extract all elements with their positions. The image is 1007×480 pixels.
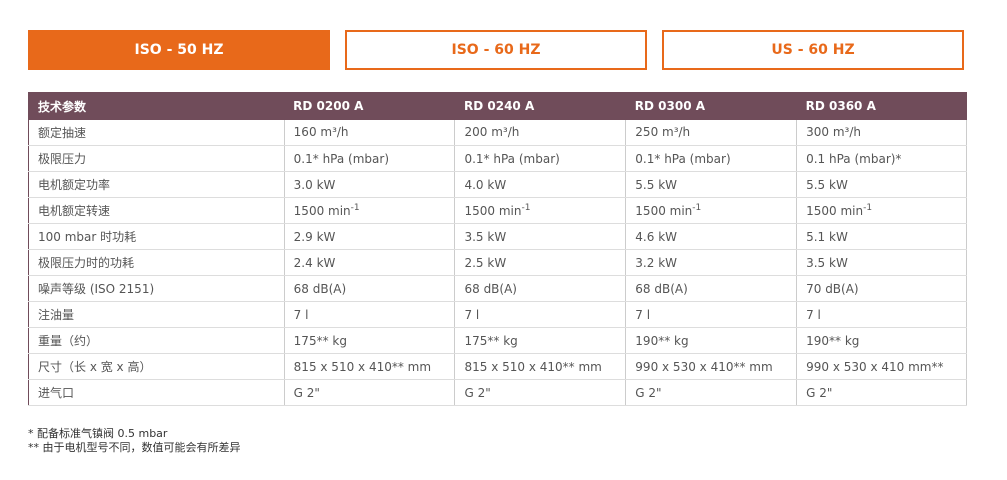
cell: 5.5 kW (625, 171, 798, 198)
table-row: 电机额定转速 1500 min-1 1500 min-1 1500 min-1 1500… (28, 197, 967, 224)
header-cell: RD 0200 A (284, 92, 455, 120)
table-row: 尺寸（长 x 宽 x 高） 815 x 510 x 410** mm 815 x 5… (28, 353, 967, 380)
cell-text: 1500 min (464, 204, 522, 218)
cell: 1500 min-1 (625, 197, 798, 224)
param-name: 进气口 (28, 379, 285, 406)
cell: 175** kg (284, 327, 456, 354)
cell: 0.1* hPa (mbar) (454, 145, 627, 172)
tab-bar: ISO - 50 HZ ISO - 60 HZ US - 60 HZ (28, 30, 967, 72)
cell: 7 l (796, 301, 967, 328)
footnote: ** 由于电机型号不同，数值可能会有所差异 (28, 441, 241, 454)
table-row: 极限压力 0.1* hPa (mbar) 0.1* hPa (mbar) 0.1* h… (28, 145, 967, 172)
cell: 2.5 kW (454, 249, 627, 276)
table-body: 额定抽速 160 m³/h 200 m³/h 250 m³/h 300 m³/h 极限压力… (28, 119, 967, 406)
cell: 7 l (454, 301, 627, 328)
cell: 3.5 kW (454, 223, 627, 250)
cell: 815 x 510 x 410** mm (454, 353, 627, 380)
table-row: 进气口 G 2" G 2" G 2" G 2" (28, 379, 967, 406)
cell: 0.1* hPa (mbar) (625, 145, 798, 172)
table-row: 额定抽速 160 m³/h 200 m³/h 250 m³/h 300 m³/h (28, 119, 967, 146)
cell: 5.5 kW (796, 171, 967, 198)
param-name: 100 mbar 时功耗 (28, 223, 285, 250)
cell: 1500 min-1 (454, 197, 627, 224)
cell: 2.4 kW (284, 249, 456, 276)
tab[interactable]: ISO - 50 HZ (28, 30, 330, 70)
table-row: 噪声等级 (ISO 2151) 68 dB(A) 68 dB(A) 68 dB(A) 7… (28, 275, 967, 302)
table-row: 极限压力时的功耗 2.4 kW 2.5 kW 3.2 kW 3.5 kW (28, 249, 967, 276)
cell: 160 m³/h (284, 119, 456, 146)
cell: G 2" (625, 379, 798, 406)
cell: G 2" (454, 379, 627, 406)
cell: 2.9 kW (284, 223, 456, 250)
table-row: 重量（约） 175** kg 175** kg 190** kg 190** kg (28, 327, 967, 354)
cell: 4.0 kW (454, 171, 627, 198)
cell: 300 m³/h (796, 119, 967, 146)
cell: 68 dB(A) (625, 275, 798, 302)
superscript: -1 (863, 203, 873, 213)
header-row: 技术参数 RD 0200 A RD 0240 A RD 0300 A RD 0360 A (28, 92, 967, 120)
cell-text: 1500 min (635, 204, 693, 218)
cell: G 2" (284, 379, 456, 406)
header-cell: RD 0360 A (796, 92, 967, 120)
footnote: * 配备标准气镇阀 0.5 mbar (28, 427, 168, 440)
cell: 190** kg (796, 327, 967, 354)
param-name: 额定抽速 (28, 119, 285, 146)
cell-text: 1500 min (806, 204, 864, 218)
tab[interactable]: ISO - 60 HZ (345, 30, 647, 70)
superscript: -1 (692, 203, 702, 213)
header-cell: RD 0240 A (454, 92, 626, 120)
header-cell: 技术参数 (28, 92, 285, 120)
cell: 250 m³/h (625, 119, 798, 146)
cell: 68 dB(A) (284, 275, 456, 302)
param-name: 尺寸（长 x 宽 x 高） (28, 353, 285, 380)
param-name: 极限压力时的功耗 (28, 249, 285, 276)
param-name: 注油量 (28, 301, 285, 328)
cell: 7 l (284, 301, 456, 328)
cell: 3.0 kW (284, 171, 456, 198)
cell: G 2" (796, 379, 967, 406)
cell: 1500 min-1 (284, 197, 456, 224)
param-name: 极限压力 (28, 145, 285, 172)
superscript: -1 (350, 203, 360, 213)
param-name: 噪声等级 (ISO 2151) (28, 275, 285, 302)
cell: 70 dB(A) (796, 275, 967, 302)
cell: 175** kg (454, 327, 627, 354)
cell: 0.1 hPa (mbar)* (796, 145, 967, 172)
cell: 815 x 510 x 410** mm (284, 353, 456, 380)
cell: 1500 min-1 (796, 197, 967, 224)
table-row: 100 mbar 时功耗 2.9 kW 3.5 kW 4.6 kW 5.1 kW (28, 223, 967, 250)
cell: 990 x 530 x 410** mm (625, 353, 798, 380)
tab[interactable]: US - 60 HZ (662, 30, 964, 70)
cell: 200 m³/h (454, 119, 627, 146)
cell-text: 1500 min (293, 204, 351, 218)
footnotes: * 配备标准气镇阀 0.5 mbar ** 由于电机型号不同，数值可能会有所差异 (28, 427, 241, 455)
cell: 7 l (625, 301, 798, 328)
cell: 3.2 kW (625, 249, 798, 276)
param-name: 重量（约） (28, 327, 285, 354)
cell: 68 dB(A) (454, 275, 627, 302)
spec-table: 技术参数 RD 0200 A RD 0240 A RD 0300 A RD 0360 A… (28, 92, 967, 406)
cell: 3.5 kW (796, 249, 967, 276)
table-row: 电机额定功率 3.0 kW 4.0 kW 5.5 kW 5.5 kW (28, 171, 967, 198)
param-name: 电机额定功率 (28, 171, 285, 198)
cell: 990 x 530 x 410 mm** (796, 353, 967, 380)
cell: 4.6 kW (625, 223, 798, 250)
superscript: -1 (521, 203, 531, 213)
header-cell: RD 0300 A (625, 92, 797, 120)
param-name: 电机额定转速 (28, 197, 285, 224)
cell: 0.1* hPa (mbar) (284, 145, 456, 172)
cell: 190** kg (625, 327, 798, 354)
cell: 5.1 kW (796, 223, 967, 250)
